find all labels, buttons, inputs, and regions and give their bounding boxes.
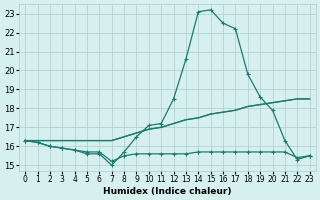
X-axis label: Humidex (Indice chaleur): Humidex (Indice chaleur) — [103, 187, 232, 196]
